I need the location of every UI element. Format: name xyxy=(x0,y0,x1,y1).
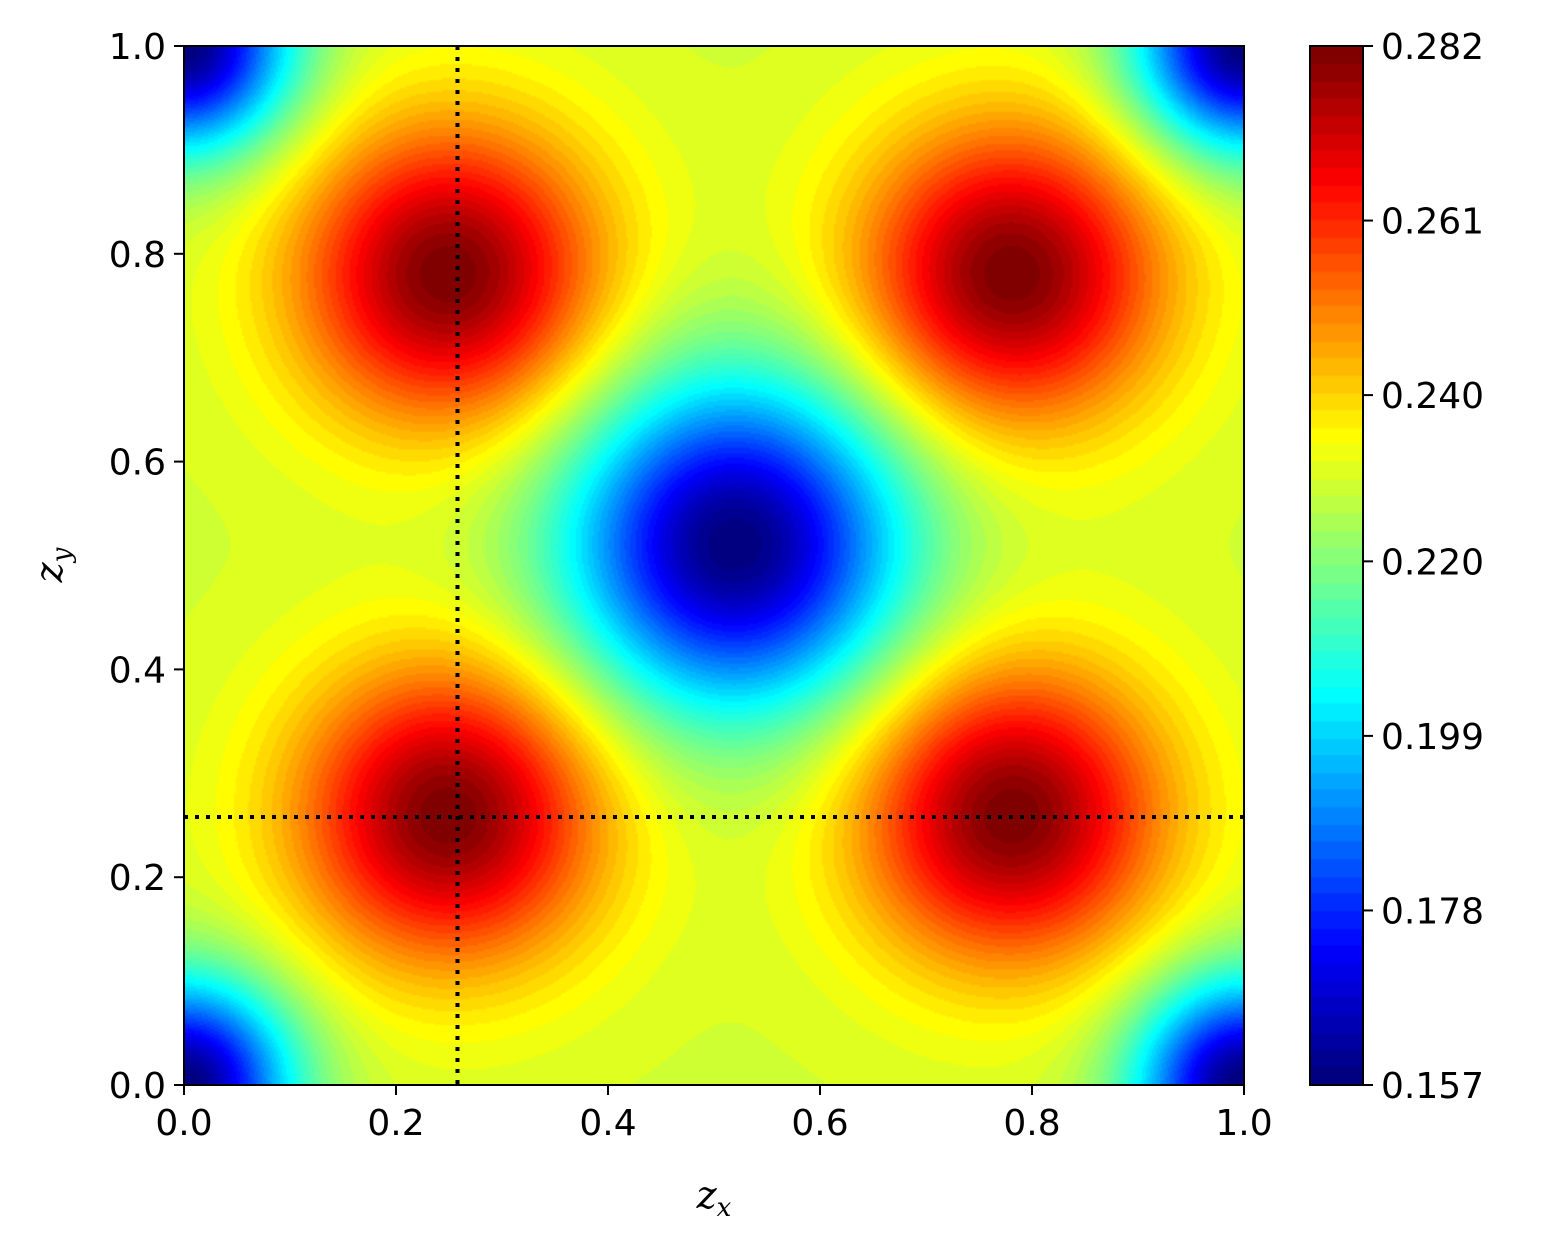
y-tick-label: 0.2 xyxy=(109,858,166,899)
colorbar-tick-label: 0.261 xyxy=(1381,202,1484,243)
colorbar-tick-label: 0.240 xyxy=(1381,376,1484,417)
y-tick-label: 1.0 xyxy=(109,27,166,68)
y-tick-label: 0.4 xyxy=(109,650,166,691)
x-axis-label-main: z xyxy=(696,1173,718,1217)
colorbar-tick-label: 0.157 xyxy=(1381,1066,1484,1107)
y-axis-ticks: 0.0 0.2 0.4 0.6 0.8 1.0 xyxy=(109,27,184,1107)
x-axis-label: zx xyxy=(696,1173,732,1223)
colorbar-tick-label: 0.282 xyxy=(1381,27,1484,68)
x-axis-ticks: 0.0 0.2 0.4 0.6 0.8 1.0 xyxy=(155,1085,1273,1144)
x-tick-label: 0.6 xyxy=(791,1103,848,1144)
x-tick-label: 0.4 xyxy=(579,1103,636,1144)
colorbar-tick-label: 0.178 xyxy=(1381,891,1484,932)
plot-frame xyxy=(183,45,1245,1086)
colorbar-tick-label: 0.199 xyxy=(1381,717,1484,758)
colorbar-ticks: 0.157 0.178 0.199 0.220 0.240 0.261 0.282 xyxy=(1363,27,1484,1107)
reference-lines xyxy=(184,46,1244,1085)
y-tick-label: 0.6 xyxy=(109,443,166,484)
x-tick-label: 1.0 xyxy=(1215,1103,1272,1144)
y-axis-label-sub: y xyxy=(47,547,77,563)
y-axis-label: zy xyxy=(27,547,77,583)
x-tick-label: 0.2 xyxy=(367,1103,424,1144)
colorbar-tick-label: 0.220 xyxy=(1381,542,1484,583)
y-tick-label: 0.8 xyxy=(109,235,166,276)
x-tick-label: 0.0 xyxy=(155,1103,212,1144)
x-tick-label: 0.8 xyxy=(1003,1103,1060,1144)
colorbar-frame xyxy=(1309,45,1364,1086)
y-tick-label: 0.0 xyxy=(109,1066,166,1107)
colorbar xyxy=(1310,46,1363,1085)
x-axis-label-sub: x xyxy=(717,1193,732,1223)
y-axis-label-main: z xyxy=(27,561,71,583)
heatmap-plot xyxy=(184,46,1244,1085)
